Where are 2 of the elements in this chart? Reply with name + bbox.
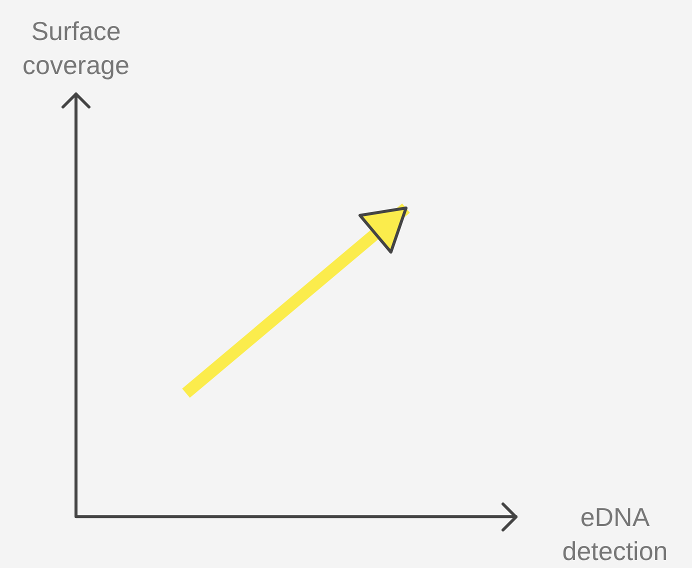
y-axis-title: Surface coverage [22,15,130,82]
x-axis-title: eDNA detection [561,501,669,568]
